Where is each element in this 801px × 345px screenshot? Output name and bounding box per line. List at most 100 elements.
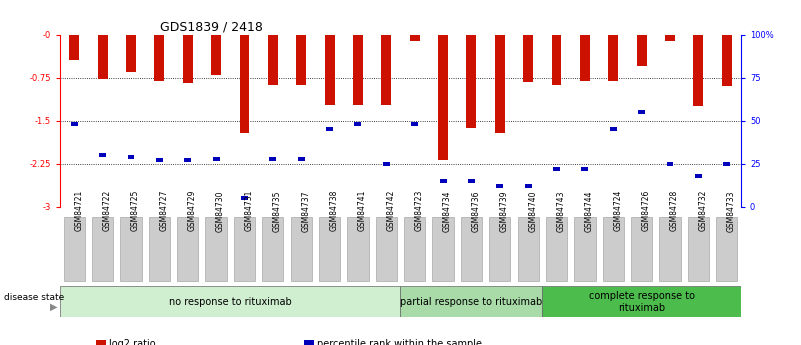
Text: GSM84743: GSM84743 (557, 190, 566, 231)
Text: GSM84733: GSM84733 (727, 190, 736, 231)
FancyBboxPatch shape (149, 217, 170, 282)
Text: GSM84724: GSM84724 (614, 190, 622, 231)
Text: GSM84742: GSM84742 (386, 190, 396, 231)
FancyBboxPatch shape (92, 217, 113, 282)
Text: GSM84734: GSM84734 (443, 190, 452, 231)
Bar (298, 157, 304, 161)
FancyBboxPatch shape (574, 217, 595, 282)
Bar (184, 158, 191, 162)
FancyBboxPatch shape (461, 217, 482, 282)
Bar (580, 34, 590, 80)
Bar (296, 34, 306, 85)
Text: GSM84725: GSM84725 (131, 190, 140, 231)
Bar (495, 34, 505, 134)
Bar (183, 34, 193, 83)
Text: ▶: ▶ (50, 302, 57, 312)
FancyBboxPatch shape (319, 217, 340, 282)
Bar (497, 184, 503, 188)
Bar (268, 34, 278, 85)
Bar (723, 162, 731, 166)
Bar (212, 157, 219, 161)
FancyBboxPatch shape (546, 217, 567, 282)
Text: GSM84728: GSM84728 (670, 190, 679, 231)
Text: GSM84721: GSM84721 (74, 190, 83, 231)
FancyBboxPatch shape (517, 217, 539, 282)
Bar (695, 174, 702, 178)
FancyBboxPatch shape (688, 217, 709, 282)
Bar (98, 34, 107, 79)
Bar (60, 286, 400, 317)
Bar (239, 34, 249, 134)
FancyBboxPatch shape (206, 217, 227, 282)
FancyBboxPatch shape (291, 217, 312, 282)
Bar (269, 157, 276, 161)
Bar (355, 122, 361, 126)
Bar (241, 196, 248, 200)
Bar (637, 34, 646, 66)
Bar (410, 34, 420, 41)
Text: partial response to rituximab: partial response to rituximab (400, 297, 542, 307)
Bar (638, 110, 645, 114)
Text: GSM84732: GSM84732 (698, 190, 707, 231)
Bar (156, 158, 163, 162)
Text: GSM84744: GSM84744 (585, 190, 594, 231)
Text: GSM84723: GSM84723 (415, 190, 424, 231)
Text: GDS1839 / 2418: GDS1839 / 2418 (160, 21, 263, 34)
Text: GSM84735: GSM84735 (273, 190, 282, 231)
Bar (353, 34, 363, 105)
Bar (438, 34, 448, 160)
Bar (326, 127, 333, 131)
Bar (70, 34, 79, 60)
FancyBboxPatch shape (716, 217, 738, 282)
Bar (440, 179, 446, 183)
FancyBboxPatch shape (177, 217, 199, 282)
FancyBboxPatch shape (63, 217, 85, 282)
FancyBboxPatch shape (404, 217, 425, 282)
Text: log2 ratio: log2 ratio (109, 339, 155, 345)
Bar (400, 286, 542, 317)
Text: no response to rituximab: no response to rituximab (169, 297, 292, 307)
Bar (553, 167, 560, 171)
Bar (694, 34, 703, 106)
Bar (126, 34, 136, 72)
Bar (582, 167, 589, 171)
Text: GSM84722: GSM84722 (103, 190, 111, 231)
Text: disease state: disease state (4, 293, 64, 302)
Text: complete response to
rituximab: complete response to rituximab (589, 291, 694, 313)
FancyBboxPatch shape (631, 217, 652, 282)
Bar (608, 34, 618, 80)
Bar (722, 34, 731, 86)
Text: GSM84738: GSM84738 (329, 190, 339, 231)
Bar (381, 34, 391, 105)
Bar (468, 179, 475, 183)
Text: GSM84730: GSM84730 (216, 190, 225, 231)
FancyBboxPatch shape (659, 217, 681, 282)
Text: GSM84740: GSM84740 (528, 190, 537, 231)
Bar (70, 122, 78, 126)
Bar (324, 34, 335, 105)
FancyBboxPatch shape (489, 217, 510, 282)
Bar (466, 34, 477, 128)
Bar (552, 34, 562, 85)
Bar (525, 184, 532, 188)
Bar (127, 155, 135, 159)
FancyBboxPatch shape (348, 217, 368, 282)
FancyBboxPatch shape (433, 217, 453, 282)
Bar (610, 127, 617, 131)
Bar (411, 122, 418, 126)
Bar (523, 34, 533, 82)
Bar (383, 162, 390, 166)
Text: GSM84727: GSM84727 (159, 190, 168, 231)
Bar (542, 286, 741, 317)
Text: GSM84737: GSM84737 (301, 190, 310, 231)
FancyBboxPatch shape (602, 217, 624, 282)
Text: GSM84726: GSM84726 (642, 190, 650, 231)
Bar (666, 162, 674, 166)
Text: percentile rank within the sample: percentile rank within the sample (317, 339, 482, 345)
Bar (99, 153, 106, 157)
Text: GSM84736: GSM84736 (472, 190, 481, 231)
Bar (665, 34, 675, 41)
Text: GSM84731: GSM84731 (244, 190, 253, 231)
Bar (155, 34, 164, 80)
Text: GSM84729: GSM84729 (187, 190, 197, 231)
